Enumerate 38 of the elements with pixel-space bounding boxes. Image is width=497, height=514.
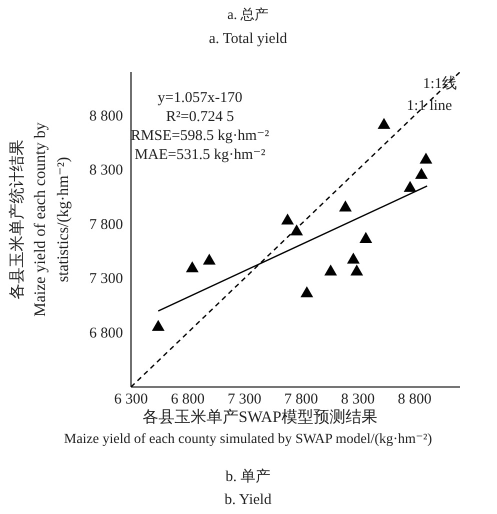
point xyxy=(420,152,432,164)
point xyxy=(290,224,303,236)
x-axis-title: 各县玉米单产SWAP模型预测结果 Maize yield of each county simulated by SWAP model/(kg·hm⁻²) xyxy=(64,408,432,447)
x-tick-label: 8 800 xyxy=(398,392,432,408)
point xyxy=(347,252,360,264)
point xyxy=(202,254,216,265)
point xyxy=(300,286,314,298)
point xyxy=(186,261,199,272)
text: b. 单产 xyxy=(226,468,270,485)
y-tick-label: 7 300 xyxy=(89,271,123,288)
y-tick-label: 6 800 xyxy=(89,325,123,342)
annotation: y=1.057x-170 xyxy=(158,90,242,106)
y-tick-label: 8 800 xyxy=(89,108,123,124)
y-tick-label: 7 800 xyxy=(89,216,123,233)
point xyxy=(281,213,294,224)
x-tick-label: 6 800 xyxy=(170,392,205,408)
point xyxy=(404,180,416,192)
point xyxy=(339,200,352,212)
text: b. Yield xyxy=(224,492,272,508)
point xyxy=(415,168,428,179)
annotation: MAE=531.5 kg·hm⁻² xyxy=(134,147,266,163)
annotation: 1:1线 xyxy=(422,75,457,92)
annotation: 1:1 line xyxy=(406,98,452,114)
y-tick-label: 8 300 xyxy=(89,162,123,179)
annotation: R²=0.724 5 xyxy=(166,109,234,125)
point xyxy=(152,320,165,331)
x-tick-label: 6 300 xyxy=(114,392,148,408)
annotation: RMSE=598.5 kg·hm⁻² xyxy=(130,128,270,144)
point xyxy=(359,232,372,243)
x-tick-label: 7 800 xyxy=(284,392,318,408)
text: a. 总产 xyxy=(227,7,269,23)
point xyxy=(324,264,338,276)
point xyxy=(378,118,390,129)
point xyxy=(350,264,364,276)
text: a. Total yield xyxy=(208,31,288,47)
x-tick-label: 8 300 xyxy=(341,392,375,408)
y-axis-title: 各县玉米单产统计结果 Maize yield of each county by statistics/(kg·hm⁻²) xyxy=(8,122,72,317)
x-tick-label: 7 300 xyxy=(228,392,262,408)
